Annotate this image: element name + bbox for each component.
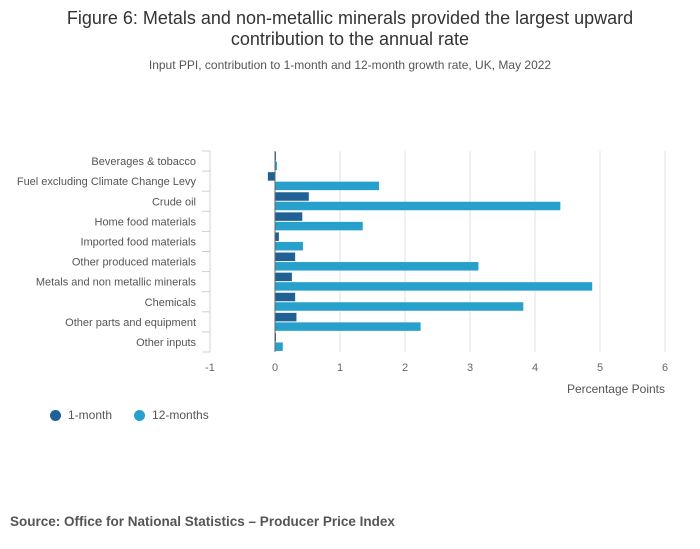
bar-1-month-crude-oil: [275, 192, 309, 201]
bar-12-months-other-produced-materials: [275, 262, 479, 271]
category-label: Imported food materials: [80, 236, 196, 248]
x-tick-label: 5: [597, 362, 603, 374]
bar-12-months-crude-oil: [275, 201, 561, 211]
category-label: Beverages & tobacco: [91, 156, 196, 168]
legend-swatch-12-months: [134, 409, 146, 421]
x-tick-label: 1: [337, 362, 343, 374]
legend-label-12-months: 12-months: [152, 408, 209, 422]
bar-12-months-other-inputs: [275, 342, 283, 351]
category-label: Home food materials: [95, 216, 197, 228]
bar-1-month-imported-food-materials: [275, 232, 279, 241]
x-tick-label: 4: [532, 362, 538, 374]
bar-12-months-metals-and-non-metallic-minerals: [275, 282, 593, 291]
bar-1-month-chemicals: [275, 292, 296, 302]
chart-title: Figure 6: Metals and non-metallic minera…: [66, 8, 634, 49]
bar-12-months-beverages-tobacco: [275, 161, 277, 171]
category-label: Metals and non metallic minerals: [36, 277, 197, 289]
x-tick-label: 0: [272, 362, 278, 374]
bar-1-month-fuel-excluding-climate-change-levy: [267, 172, 275, 181]
x-tick-label: -1: [205, 362, 215, 374]
category-label: Crude oil: [152, 196, 196, 208]
bar-12-months-chemicals: [275, 302, 524, 311]
bar-1-month-other-produced-materials: [275, 252, 296, 262]
bar-1-month-other-parts-and-equipment: [275, 312, 297, 322]
legend-item-1-month[interactable]: 1-month: [50, 408, 112, 422]
category-label: Chemicals: [145, 297, 197, 309]
x-tick-label: 3: [467, 362, 473, 374]
bar-12-months-other-parts-and-equipment: [275, 322, 421, 331]
bar-12-months-imported-food-materials: [275, 241, 303, 251]
bar-12-months-fuel-excluding-climate-change-levy: [275, 181, 379, 191]
source-note: Source: Office for National Statistics –…: [10, 514, 395, 529]
legend-swatch-1-month: [50, 409, 61, 421]
category-label: Other produced materials: [72, 257, 197, 269]
category-label: Other parts and equipment: [65, 317, 196, 329]
chart-subtitle: Input PPI, contribution to 1-month and 1…: [148, 58, 552, 72]
legend-label-1-month: 1-month: [68, 408, 113, 422]
x-axis-title: Percentage Points: [567, 382, 665, 396]
x-tick-label: 2: [402, 362, 408, 374]
legend: 1-month 12-months: [50, 408, 231, 422]
bar-1-month-metals-and-non-metallic-minerals: [275, 272, 292, 282]
legend-item-12-months[interactable]: 12-months: [134, 408, 209, 422]
category-label: Fuel excluding Climate Change Levy: [17, 176, 197, 188]
category-label: Other inputs: [136, 337, 196, 349]
bar-1-month-home-food-materials: [275, 212, 303, 221]
x-tick-label: 6: [662, 362, 668, 374]
bar-12-months-home-food-materials: [275, 221, 363, 231]
